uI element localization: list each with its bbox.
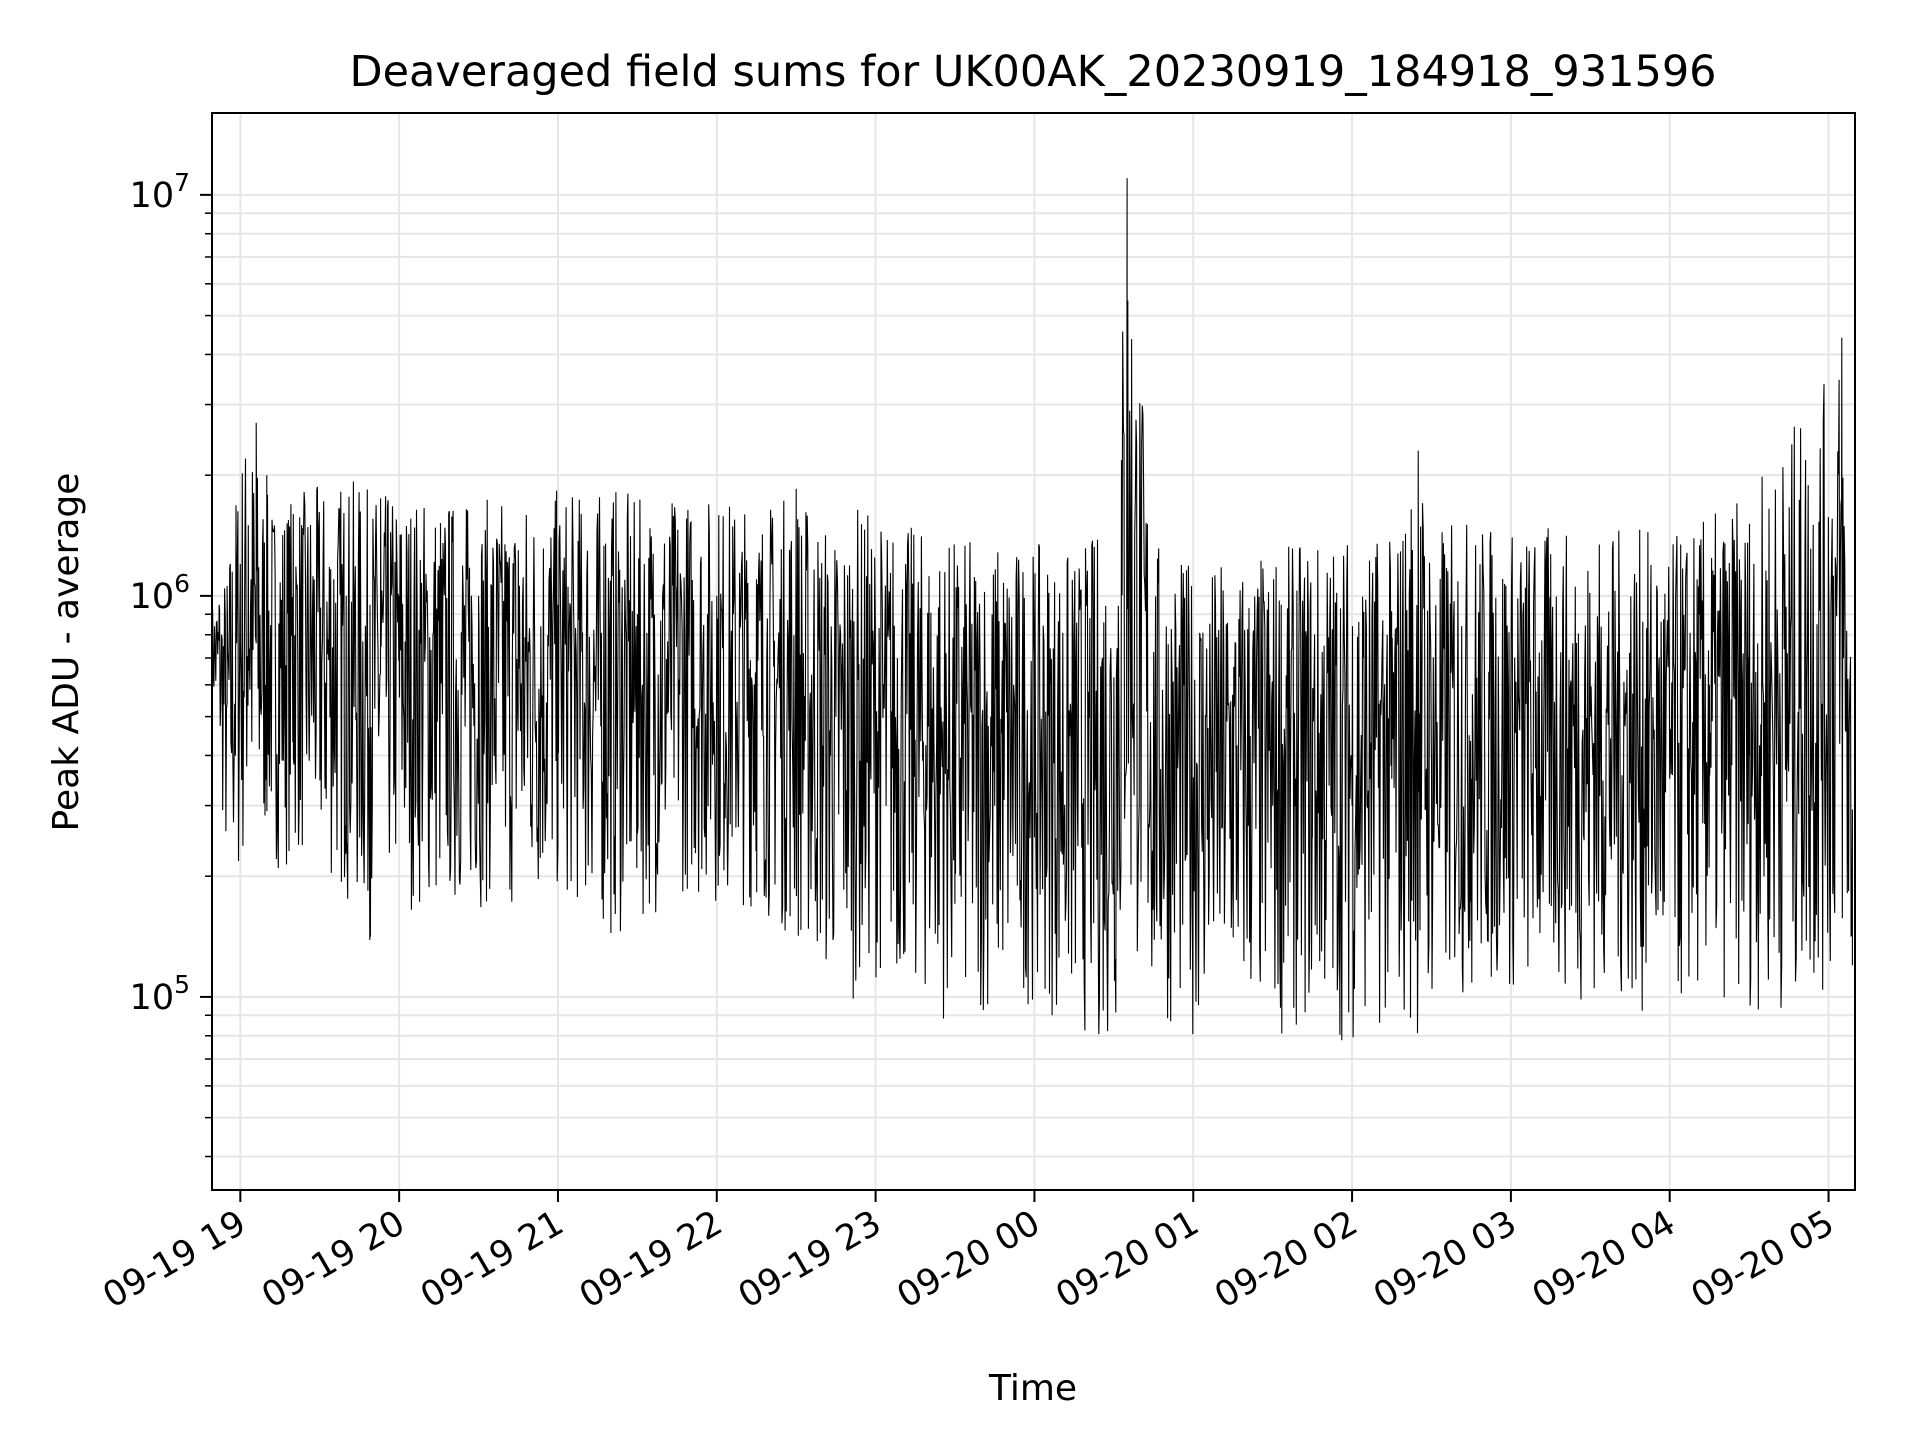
chart-title: Deaveraged field sums for UK00AK_2023091… xyxy=(349,47,1716,97)
y-tick-label: 105 xyxy=(130,970,190,1018)
x-axis-label: Time xyxy=(988,1368,1077,1409)
y-axis-label: Peak ADU - average xyxy=(46,473,87,832)
y-tick-label: 106 xyxy=(130,569,190,617)
y-tick-base: 10 xyxy=(130,978,175,1018)
y-tick-exponent: 6 xyxy=(174,569,190,598)
y-tick-exponent: 7 xyxy=(174,168,190,197)
y-tick-base: 10 xyxy=(130,176,175,216)
y-tick-label: 107 xyxy=(130,168,190,216)
y-tick-base: 10 xyxy=(130,577,175,617)
axis-ticks xyxy=(200,193,1830,1202)
data-series xyxy=(211,178,1853,1041)
y-tick-exponent: 5 xyxy=(174,970,190,999)
series-line xyxy=(211,178,1853,1041)
